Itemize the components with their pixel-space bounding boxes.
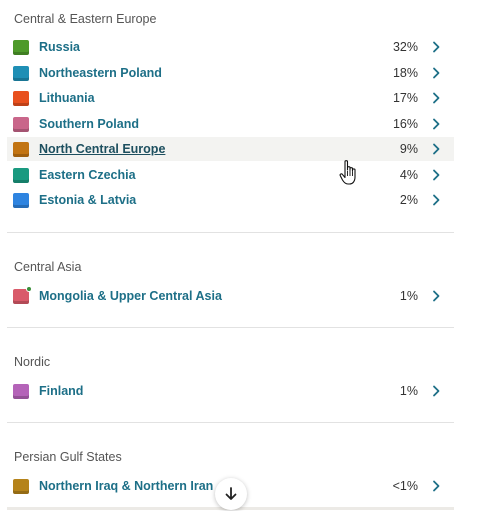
region-name[interactable]: Northern Iraq & Northern Iran [39, 479, 214, 493]
region-percentage: 4% [399, 168, 418, 182]
region-percentage: 17% [392, 91, 418, 105]
new-indicator-dot [26, 285, 32, 292]
section-title-persian-gulf-states: Persian Gulf States [14, 450, 122, 464]
region-percentage: 9% [399, 142, 418, 156]
region-name[interactable]: Estonia & Latvia [39, 193, 137, 207]
region-percentage: 1% [399, 289, 418, 303]
region-percentage: 18% [392, 66, 418, 80]
region-name[interactable]: Northeastern Poland [39, 66, 162, 80]
region-row-finland[interactable]: Finland 1% [7, 379, 454, 403]
chevron-right-icon[interactable] [431, 118, 441, 130]
chevron-right-icon[interactable] [431, 480, 441, 492]
region-name[interactable]: Lithuania [39, 91, 95, 105]
section-title-central-eastern-europe: Central & Eastern Europe [14, 12, 157, 26]
region-percentage: 1% [399, 384, 418, 398]
region-color-swatch [13, 192, 29, 208]
region-name[interactable]: Russia [39, 40, 80, 54]
region-name[interactable]: Finland [39, 384, 84, 398]
section-divider [7, 422, 454, 423]
arrow-down-icon [225, 487, 237, 500]
chevron-right-icon[interactable] [431, 41, 441, 53]
scroll-down-button[interactable] [215, 478, 247, 510]
region-color-swatch [13, 90, 29, 106]
section-divider [7, 327, 454, 328]
region-color-swatch [13, 141, 29, 157]
region-name[interactable]: North Central Europe [39, 142, 166, 156]
region-percentage: 32% [392, 40, 418, 54]
region-color-swatch [13, 478, 29, 494]
chevron-right-icon[interactable] [431, 67, 441, 79]
region-color-swatch [13, 383, 29, 399]
region-row-lithuania[interactable]: Lithuania 17% [7, 86, 454, 110]
region-name[interactable]: Mongolia & Upper Central Asia [39, 289, 222, 303]
hand-pointer-icon [339, 160, 356, 185]
chevron-right-icon[interactable] [431, 143, 441, 155]
region-row-north-central-europe[interactable]: North Central Europe 9% [7, 137, 454, 161]
region-row-northeastern-poland[interactable]: Northeastern Poland 18% [7, 61, 454, 85]
chevron-right-icon[interactable] [431, 385, 441, 397]
section-divider [7, 232, 454, 233]
region-row-mongolia-upper-central-asia[interactable]: Mongolia & Upper Central Asia 1% [7, 284, 454, 308]
region-name[interactable]: Southern Poland [39, 117, 139, 131]
region-color-swatch [13, 285, 32, 304]
region-percentage: 16% [392, 117, 418, 131]
chevron-right-icon[interactable] [431, 194, 441, 206]
region-percentage: 2% [399, 193, 418, 207]
region-color-swatch [13, 116, 29, 132]
region-percentage: <1% [392, 479, 418, 493]
region-row-southern-poland[interactable]: Southern Poland 16% [7, 112, 454, 136]
region-row-russia[interactable]: Russia 32% [7, 35, 454, 59]
region-name[interactable]: Eastern Czechia [39, 168, 136, 182]
section-title-nordic: Nordic [14, 355, 51, 369]
chevron-right-icon[interactable] [431, 169, 441, 181]
chevron-right-icon[interactable] [431, 290, 441, 302]
region-row-eastern-czechia[interactable]: Eastern Czechia 4% [7, 163, 454, 187]
region-row-northern-iraq-northern-iran[interactable]: Northern Iraq & Northern Iran <1% [7, 474, 454, 498]
region-color-swatch [13, 65, 29, 81]
chevron-right-icon[interactable] [431, 92, 441, 104]
region-color-swatch [13, 167, 29, 183]
region-row-estonia-latvia[interactable]: Estonia & Latvia 2% [7, 188, 454, 212]
region-color-swatch [13, 39, 29, 55]
section-title-central-asia: Central Asia [14, 260, 82, 274]
